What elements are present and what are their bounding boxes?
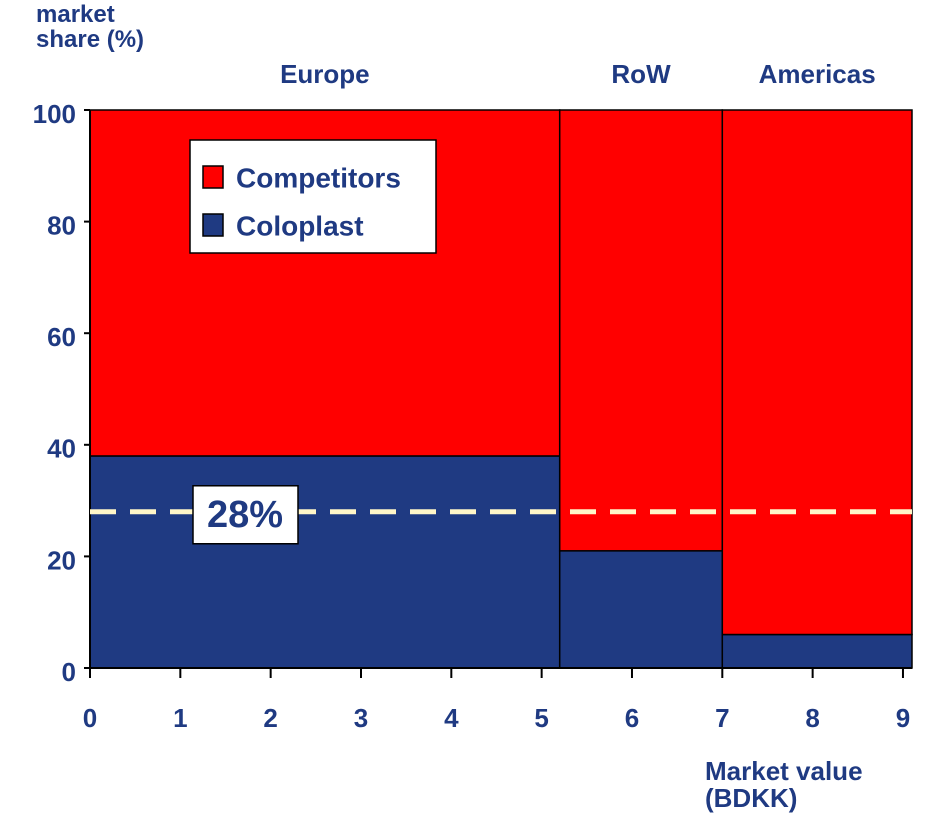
x-tick-label: 6	[625, 703, 639, 733]
x-axis-label: Market value (BDKK)	[705, 756, 863, 814]
legend-label: Competitors	[236, 162, 401, 193]
bar-segment	[89, 455, 561, 669]
x-tick-label: 8	[805, 703, 819, 733]
x-tick-label: 4	[444, 703, 459, 733]
x-tick-label: 7	[715, 703, 729, 733]
reference-label-box	[192, 485, 299, 545]
bar-segment	[721, 109, 913, 636]
category-label: Europe	[280, 59, 370, 89]
x-tick-label: 9	[896, 703, 910, 733]
x-tick-label: 1	[173, 703, 187, 733]
legend-label: Coloplast	[236, 210, 364, 241]
legend-swatch	[202, 165, 224, 189]
y-tick-label: 0	[62, 657, 76, 687]
category-label: RoW	[611, 59, 671, 89]
y-tick-label: 80	[47, 210, 76, 240]
bar-segment	[721, 633, 913, 669]
y-axis-label: market share (%)	[36, 1, 145, 54]
legend-swatch	[202, 213, 224, 237]
bar-segment	[558, 109, 724, 552]
legend-box	[189, 139, 437, 254]
x-tick-label: 0	[83, 703, 97, 733]
category-label: Americas	[759, 59, 876, 89]
x-tick-label: 2	[263, 703, 277, 733]
reference-label: 28%	[207, 494, 283, 536]
y-tick-label: 60	[47, 322, 76, 352]
y-tick-label: 20	[47, 545, 76, 575]
x-tick-label: 3	[354, 703, 368, 733]
y-tick-label: 40	[47, 434, 76, 464]
y-tick-label: 100	[33, 99, 76, 129]
bar-segment	[558, 550, 724, 669]
x-tick-label: 5	[534, 703, 548, 733]
